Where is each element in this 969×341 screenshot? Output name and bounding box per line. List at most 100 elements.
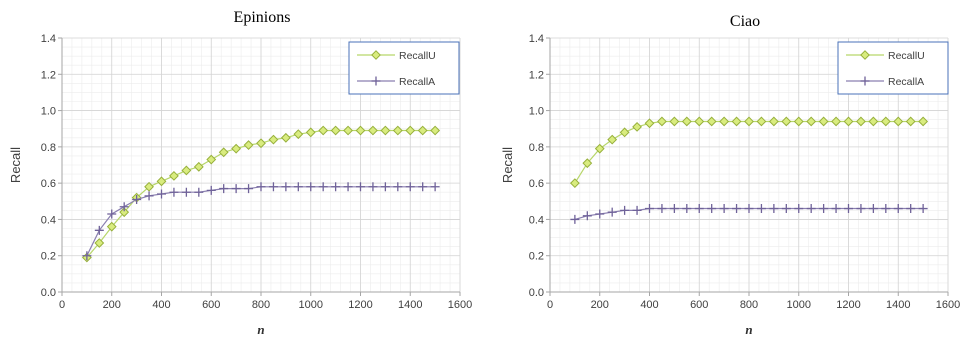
data-point — [281, 182, 291, 192]
legend-marker — [371, 50, 381, 60]
x-tick-label: 600 — [202, 299, 220, 311]
legend-box — [348, 41, 460, 95]
data-point — [244, 184, 254, 194]
data-point — [343, 182, 353, 192]
data-point — [231, 143, 242, 154]
data-point — [595, 209, 605, 219]
data-point — [219, 184, 229, 194]
data-point — [430, 125, 441, 136]
data-point — [430, 182, 440, 192]
data-point — [268, 182, 278, 192]
chart-ciao: Ciao 0 200 400 600 800 1000 1200 1400 1600 0.0 0.2 0… — [500, 13, 960, 337]
data-point — [856, 116, 866, 127]
data-point — [806, 204, 816, 214]
x-tick-label: 1600 — [936, 299, 960, 311]
data-point — [193, 161, 204, 172]
x-tick-label: 1200 — [836, 299, 860, 311]
data-point — [856, 204, 866, 214]
data-point — [405, 182, 415, 192]
data-point — [231, 184, 241, 194]
y-tick-label: 0.4 — [529, 214, 544, 226]
data-point — [280, 132, 291, 143]
y-tick-label: 1.2 — [41, 69, 56, 81]
data-point — [355, 125, 366, 136]
data-point — [417, 125, 428, 136]
data-point — [156, 176, 167, 187]
data-point — [694, 204, 704, 214]
data-point — [731, 116, 742, 127]
data-point — [293, 129, 304, 140]
y-tick-label: 1.4 — [41, 33, 56, 45]
data-point — [343, 125, 353, 136]
data-point — [781, 204, 791, 214]
y-tick-label: 1.4 — [529, 33, 544, 45]
x-tick-label: 200 — [591, 299, 609, 311]
data-point — [732, 204, 742, 214]
x-tick-label: 800 — [740, 299, 758, 311]
data-point — [569, 178, 580, 189]
data-point — [169, 187, 179, 197]
legend: RecallU RecallA — [837, 41, 949, 95]
x-tick-label: 1000 — [299, 299, 323, 311]
data-point — [918, 204, 928, 214]
data-point — [607, 207, 617, 217]
data-point — [707, 204, 717, 214]
data-point — [756, 116, 767, 127]
x-tick-label: 400 — [640, 299, 658, 311]
data-point — [657, 116, 667, 127]
legend-label: RecallU — [399, 50, 436, 62]
legend-box — [837, 41, 949, 95]
data-point — [619, 127, 630, 138]
x-tick-label: 0 — [59, 299, 65, 311]
data-point — [719, 204, 729, 214]
data-point — [218, 147, 229, 158]
data-point — [645, 204, 654, 214]
legend-marker — [860, 50, 870, 60]
data-point — [293, 182, 303, 192]
data-point — [868, 116, 879, 127]
y-tick-label: 0.8 — [529, 142, 544, 154]
x-tick-label: 600 — [690, 299, 708, 311]
data-point — [582, 158, 593, 169]
data-point — [893, 116, 904, 127]
legend-marker — [371, 76, 381, 86]
data-point — [681, 116, 692, 127]
data-point — [620, 205, 630, 215]
data-point — [331, 182, 341, 192]
data-point — [169, 170, 179, 181]
data-point — [844, 204, 853, 214]
x-tick-label: 1400 — [398, 299, 422, 311]
data-point — [306, 182, 316, 192]
data-point — [594, 143, 605, 154]
data-point — [256, 138, 266, 149]
y-tick-label: 0.2 — [41, 251, 56, 263]
legend-label: RecallU — [888, 50, 925, 62]
x-tick-label: 400 — [152, 299, 170, 311]
x-tick-label: 800 — [252, 299, 270, 311]
data-point — [682, 204, 692, 214]
y-tick-label: 1.0 — [529, 106, 544, 118]
data-point — [194, 187, 204, 197]
data-point — [82, 251, 92, 261]
data-point — [719, 116, 730, 127]
data-point — [906, 204, 916, 214]
y-tick-label: 1.2 — [529, 69, 544, 81]
legend-marker — [860, 76, 870, 86]
data-point — [781, 116, 792, 127]
data-point — [570, 214, 580, 224]
y-tick-label: 0.0 — [529, 287, 544, 299]
y-tick-label: 0.6 — [41, 178, 56, 190]
series-recallu — [569, 116, 929, 189]
data-point — [144, 181, 154, 192]
data-point — [94, 238, 105, 248]
x-tick-label: 1000 — [787, 299, 811, 311]
data-point — [756, 204, 766, 214]
data-point — [380, 125, 391, 136]
data-point — [881, 204, 891, 214]
data-point — [806, 116, 817, 127]
data-point — [107, 209, 117, 219]
y-tick-label: 0.6 — [529, 178, 544, 190]
y-axis-label: Recall — [8, 147, 23, 183]
y-axis-label: Recall — [500, 147, 515, 183]
